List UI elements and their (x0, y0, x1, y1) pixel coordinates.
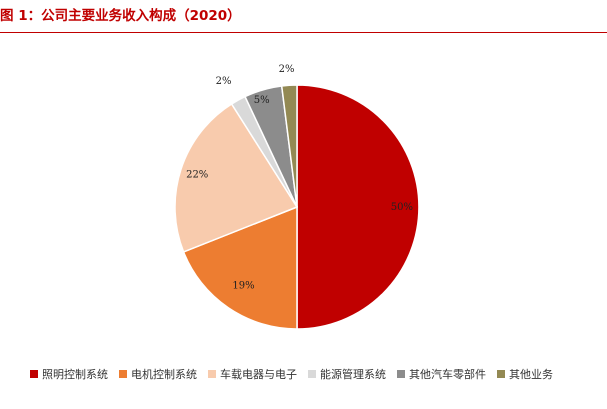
legend-swatch (308, 370, 316, 378)
legend-item: 电机控制系统 (119, 366, 197, 382)
slice-data-label: 2% (279, 64, 295, 75)
legend-swatch (119, 370, 127, 378)
legend-swatch (397, 370, 405, 378)
pie-slice (182, 205, 298, 330)
pie-slice (296, 84, 420, 330)
chart-title: 图 1：公司主要业务收入构成（2020） (0, 8, 241, 24)
legend-item: 车载电器与电子 (208, 366, 297, 382)
slice-data-label: 5% (254, 95, 270, 106)
title-divider (0, 32, 607, 33)
legend-item: 能源管理系统 (308, 366, 386, 382)
slice-data-label: 50% (391, 202, 413, 213)
chart-legend: 照明控制系统 电机控制系统 车载电器与电子 能源管理系统 其他汽车零部件 其他业务 (30, 366, 564, 382)
slice-data-label: 22% (186, 170, 208, 181)
legend-swatch (497, 370, 505, 378)
legend-item: 其他业务 (497, 366, 553, 382)
legend-swatch (30, 370, 38, 378)
legend-label: 能源管理系统 (320, 368, 386, 381)
slice-data-label: 2% (216, 76, 232, 87)
pie-slice (174, 102, 299, 253)
legend-item: 其他汽车零部件 (397, 366, 486, 382)
legend-label: 其他汽车零部件 (409, 368, 486, 381)
legend-label: 其他业务 (509, 368, 553, 381)
pie-slice (280, 84, 298, 208)
legend-label: 车载电器与电子 (220, 368, 297, 381)
legend-label: 照明控制系统 (42, 368, 108, 381)
legend-label: 电机控制系统 (131, 368, 197, 381)
legend-item: 照明控制系统 (30, 366, 108, 382)
legend-swatch (208, 370, 216, 378)
slice-data-label: 19% (232, 281, 254, 292)
